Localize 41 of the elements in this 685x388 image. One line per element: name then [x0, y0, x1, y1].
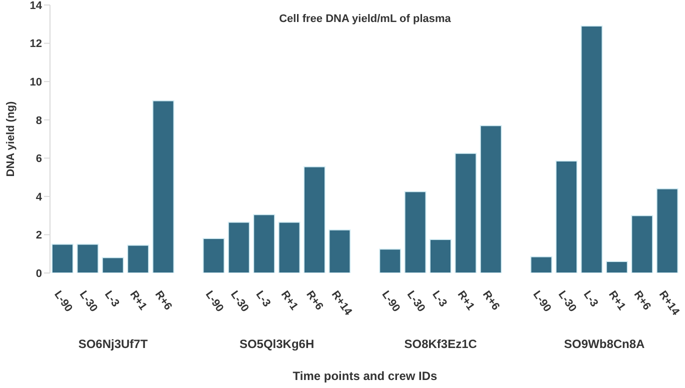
bar: [530, 256, 552, 273]
x-tick-label: L-3: [580, 288, 600, 310]
bar: [278, 222, 300, 273]
bar: [328, 229, 351, 273]
bar: [202, 238, 225, 273]
bar: [102, 257, 124, 273]
x-tick-label: L-3: [253, 288, 273, 310]
y-tick-label: 10: [30, 76, 42, 88]
text: Cell free DNA yield/mL of plasma: [279, 13, 452, 25]
y-tick-label: 8: [36, 114, 42, 127]
text: SO8Kf3Ez1C: [404, 337, 478, 351]
text: SO6Nj3Uf7T: [78, 337, 148, 351]
bar: [430, 239, 452, 273]
text: SO5Ql3Kg6H: [239, 337, 314, 351]
bar: [152, 100, 174, 273]
bar: [480, 125, 502, 273]
bar: [228, 222, 250, 273]
bar: [606, 261, 628, 273]
bar: [631, 215, 654, 273]
bar: [404, 191, 426, 273]
bar: [76, 244, 99, 273]
bar: [556, 160, 578, 273]
y-tick-label: 2: [36, 230, 42, 242]
y-tick-label: 0: [36, 268, 42, 280]
y-tick-label: 12: [30, 38, 42, 50]
y-tick-label: 6: [36, 153, 42, 166]
bar: [379, 248, 402, 273]
y-tick-label: 4: [36, 191, 43, 204]
y-axis-title: DNA yield (ng): [4, 100, 17, 177]
bar: [656, 188, 678, 273]
bar: [52, 244, 74, 273]
x-tick-label: L-3: [102, 288, 122, 310]
bar: [454, 152, 477, 273]
bar: [304, 166, 326, 273]
text: SO9Wb8Cn8A: [564, 337, 646, 351]
x-tick-label: L-3: [430, 288, 449, 310]
bar: [580, 26, 603, 273]
x-axis-title: Time points and crew IDs: [292, 369, 438, 383]
y-tick-label: 14: [30, 0, 43, 12]
bar: [127, 244, 150, 273]
bar: [253, 214, 276, 273]
